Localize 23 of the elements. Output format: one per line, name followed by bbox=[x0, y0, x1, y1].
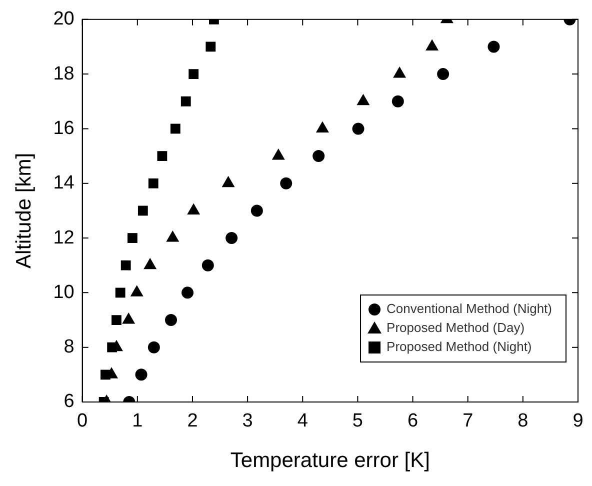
y-tick-label: 10 bbox=[53, 282, 74, 303]
x-tick-label: 0 bbox=[77, 410, 88, 432]
x-tick-label: 6 bbox=[407, 410, 418, 432]
x-tick-label: 7 bbox=[462, 410, 474, 432]
y-tick-label: 8 bbox=[64, 336, 74, 358]
x-tick-label: 5 bbox=[352, 410, 363, 432]
y-tick-label: 18 bbox=[53, 63, 74, 84]
y-axis-title: Altitude [km] bbox=[12, 152, 36, 268]
legend-label: Conventional Method (Night) bbox=[386, 301, 552, 316]
y-tick-label: 12 bbox=[53, 227, 74, 248]
y-tick-label: 6 bbox=[64, 391, 74, 412]
x-tick-label: 8 bbox=[518, 410, 528, 432]
legend-label: Proposed Method (Night) bbox=[386, 339, 532, 354]
legend-label: Proposed Method (Day) bbox=[386, 320, 525, 336]
x-axis-title: Temperature error [K] bbox=[230, 449, 430, 472]
y-tick-label: 14 bbox=[53, 172, 75, 194]
x-tick-label: 9 bbox=[572, 410, 584, 432]
x-tick-label: 1 bbox=[132, 410, 143, 432]
y-tick-label: 20 bbox=[53, 8, 74, 30]
x-tick-label: 3 bbox=[242, 410, 253, 432]
x-tick-label: 4 bbox=[297, 410, 308, 432]
y-tick-label: 16 bbox=[53, 118, 74, 139]
x-tick-label: 2 bbox=[187, 410, 198, 432]
